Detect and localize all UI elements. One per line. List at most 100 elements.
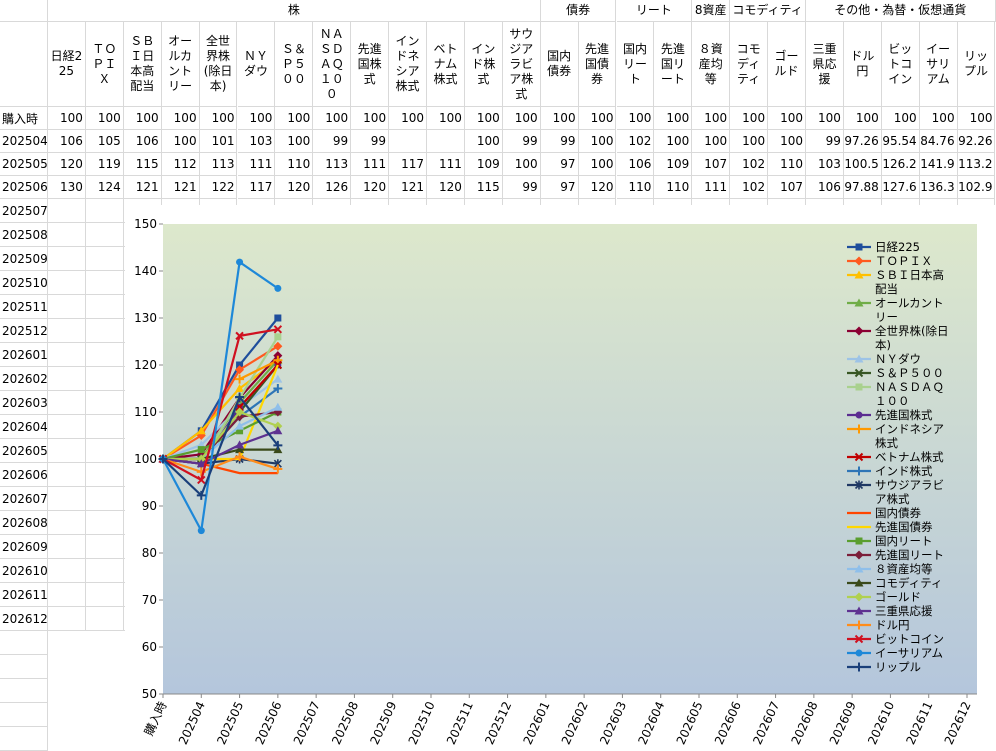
series-marker [235, 374, 245, 384]
value-cell: 100 [502, 107, 541, 130]
value-cell [48, 367, 86, 391]
legend-swatch [847, 537, 871, 545]
series-marker [235, 392, 245, 402]
row-label: 202611 [0, 583, 48, 607]
value-cell: 107 [692, 153, 731, 176]
series-marker [235, 440, 245, 449]
row-label: 202507 [0, 199, 48, 223]
legend-swatch [847, 256, 871, 266]
value-cell: 103 [806, 153, 844, 176]
value-cell: 100 [351, 107, 390, 130]
legend-label: インド株式 [875, 464, 933, 478]
legend-marker [855, 649, 863, 657]
legend-swatch [847, 578, 871, 587]
column-header: サウジアラビア株式 [502, 22, 541, 107]
value-cell: 106 [616, 153, 655, 176]
column-header: Ｓ＆Ｐ５００ [275, 22, 314, 107]
value-cell: 100 [730, 107, 769, 130]
row-label: 202612 [0, 607, 48, 631]
group-header: 債券 [540, 0, 617, 22]
column-header: ＴＯＰＩＸ [85, 22, 124, 107]
series-marker [273, 440, 283, 450]
value-cell: 100 [692, 130, 731, 153]
legend-label: リップル [875, 660, 921, 674]
y-tick-label: 100 [134, 452, 157, 466]
value-cell: 121 [389, 176, 427, 199]
legend-swatch [847, 525, 871, 529]
value-cell: 127.6 [881, 176, 920, 199]
value-cell: 100 [123, 107, 162, 130]
value-cell [85, 511, 124, 535]
value-cell: 112 [161, 153, 200, 176]
value-cell [85, 367, 124, 391]
value-cell: 107 [768, 176, 806, 199]
legend-swatch [847, 411, 871, 419]
empty-cell [0, 655, 48, 679]
legend-marker [854, 578, 864, 587]
series-marker [274, 314, 282, 322]
column-header: 全世界株(除日本) [199, 22, 238, 107]
legend-swatch [847, 354, 871, 363]
value-cell: 100 [768, 107, 806, 130]
legend-label: 先進国債券 [875, 520, 933, 534]
column-header: ８資産均等 [692, 22, 731, 107]
legend-marker [854, 326, 864, 336]
series-line [162, 378, 279, 461]
value-cell [48, 343, 86, 367]
legend-label: サウジアラビア株式 [875, 478, 944, 506]
legend-label: オールカントリー [875, 296, 944, 324]
series-marker [273, 351, 283, 361]
value-cell: 100 [237, 107, 276, 130]
value-cell [85, 247, 124, 271]
y-tick-label: 60 [142, 640, 157, 654]
value-cell: 120 [48, 153, 86, 176]
empty-cell [0, 631, 48, 655]
group-header: リート [616, 0, 693, 22]
value-cell: 111 [427, 153, 465, 176]
series-marker [235, 421, 245, 430]
value-cell [48, 583, 86, 607]
value-cell: 100 [161, 130, 200, 153]
legend-entry: ８資産均等 [845, 562, 955, 576]
column-header: ゴールド [768, 22, 806, 107]
row-label: 202511 [0, 295, 48, 319]
value-cell [389, 130, 427, 153]
value-cell [85, 439, 124, 463]
series-marker [273, 374, 283, 383]
row-label: 202608 [0, 511, 48, 535]
legend-label: インドネシア株式 [875, 422, 944, 450]
legend-swatch [847, 606, 871, 615]
legend-label: 日経225 [875, 240, 920, 254]
y-tick-label: 120 [134, 358, 157, 372]
column-header: 三重県応援 [806, 22, 844, 107]
legend-label: Ｓ＆Ｐ５００ [875, 366, 944, 380]
group-header: 株 [48, 0, 541, 22]
column-header: ベトナム株式 [427, 22, 465, 107]
value-cell: 100 [919, 107, 958, 130]
y-tick-label: 140 [134, 264, 157, 278]
legend-swatch [847, 620, 871, 630]
y-tick-label: 130 [134, 311, 157, 325]
legend-swatch [847, 564, 871, 573]
legend-swatch [847, 383, 871, 391]
value-cell: 100 [843, 107, 882, 130]
series-marker [235, 331, 244, 341]
series-marker [273, 426, 283, 435]
value-cell: 105 [85, 130, 124, 153]
value-cell [85, 319, 124, 343]
value-cell: 99 [351, 130, 390, 153]
legend-label: コモディティ [875, 576, 943, 590]
series-marker [196, 459, 206, 468]
value-cell: 100 [161, 107, 200, 130]
legend-marker [854, 662, 864, 672]
value-cell: 130 [48, 176, 86, 199]
series-marker [196, 454, 206, 464]
legend-marker [854, 606, 864, 615]
value-cell [48, 199, 86, 223]
value-cell: 100 [654, 130, 693, 153]
value-cell [85, 295, 124, 319]
row-label: 202506 [0, 176, 48, 199]
legend-marker [854, 424, 864, 434]
value-cell: 110 [275, 153, 314, 176]
